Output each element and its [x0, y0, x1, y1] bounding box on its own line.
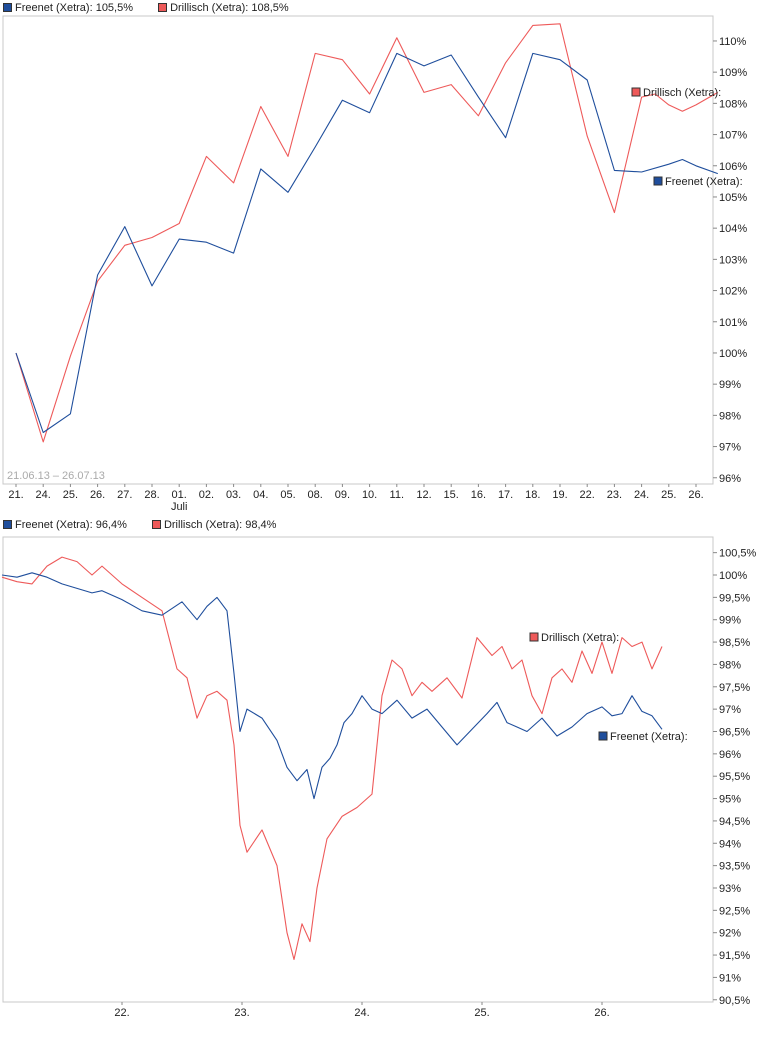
x-month-label: Juli — [171, 501, 188, 513]
legend-swatch-freenet — [3, 3, 12, 12]
plot-frame — [2, 536, 714, 1003]
y-tick-label: 91% — [719, 972, 741, 984]
x-tick-label: 17. — [498, 489, 513, 501]
legend-label-drillisch: Drillisch (Xetra): 108,5% — [170, 2, 289, 14]
y-tick-label: 95% — [719, 794, 741, 806]
x-tick-label: 24. — [634, 489, 649, 501]
y-tick-label: 92,5% — [719, 905, 750, 917]
x-tick-label: 02. — [199, 489, 214, 501]
x-tick-label: 25. — [63, 489, 78, 501]
y-tick-label: 92% — [719, 928, 741, 940]
y-tick-label: 107% — [719, 130, 747, 142]
y-tick-label: 95,5% — [719, 771, 750, 783]
legend-item-freenet: Freenet (Xetra): 96,4% — [3, 518, 127, 532]
x-tick-label: 11. — [390, 489, 404, 501]
legend-chart-1: Freenet (Xetra): 105,5% Drillisch (Xetra… — [3, 1, 311, 15]
y-tick-label: 90,5% — [719, 995, 750, 1007]
y-tick-label: 101% — [719, 317, 747, 329]
x-tick-label: 21. — [8, 489, 23, 501]
y-tick-label: 98% — [719, 659, 741, 671]
y-tick-label: 91,5% — [719, 950, 750, 962]
y-tick-label: 96% — [719, 473, 741, 485]
x-tick-label: 24. — [354, 1007, 369, 1019]
legend-label-freenet: Freenet (Xetra): 96,4% — [15, 519, 127, 531]
y-tick-label: 94,5% — [719, 816, 750, 828]
legend-swatch-drillisch — [158, 3, 168, 12]
legend-swatch-freenet — [3, 520, 12, 529]
x-tick-label: 01. — [172, 489, 187, 501]
legend-item-freenet: Freenet (Xetra): 105,5% — [3, 1, 133, 15]
y-tick-label: 109% — [719, 67, 747, 79]
y-tick-label: 96% — [719, 749, 741, 761]
date-range-label: 21.06.13 – 26.07.13 — [7, 470, 105, 482]
chart-1-plot: 96% 97% 98% 99% 100% 101% 102% 103% 104% 105% 106%… — [2, 15, 747, 513]
x-tick-label: 26. — [90, 489, 105, 501]
end-label-freenet: Freenet (Xetra): — [610, 731, 688, 743]
plot-frame — [2, 15, 714, 485]
y-tick-label: 97% — [719, 704, 741, 716]
y-tick-label: 94% — [719, 838, 741, 850]
x-tick-label: 15. — [444, 489, 459, 501]
legend-label-freenet: Freenet (Xetra): 105,5% — [15, 2, 134, 14]
x-tick-label: 25. — [661, 489, 676, 501]
y-tick-label: 100% — [719, 348, 747, 360]
y-tick-label: 105% — [719, 192, 747, 204]
x-tick-label: 28. — [144, 489, 159, 501]
y-tick-label: 102% — [719, 286, 747, 298]
y-tick-label: 100% — [719, 570, 747, 582]
y-tick-label: 97,5% — [719, 682, 750, 694]
x-tick-label: 10. — [362, 489, 377, 501]
y-tick-label: 104% — [719, 223, 747, 235]
end-label-swatch-drillisch — [631, 87, 641, 97]
y-tick-label: 98% — [719, 410, 741, 422]
series-line-freenet — [15, 52, 718, 434]
legend-chart-2: Freenet (Xetra): 96,4% Drillisch (Xetra)… — [3, 518, 298, 532]
y-tick-label: 99,5% — [719, 592, 750, 604]
x-tick-label: 22. — [580, 489, 595, 501]
series-line-drillisch — [15, 23, 719, 443]
y-tick-label: 96,5% — [719, 726, 750, 738]
x-tick-label: 09. — [335, 489, 350, 501]
x-tick-label: 12. — [416, 489, 431, 501]
x-tick-label: 23. — [607, 489, 622, 501]
legend-item-drillisch: Drillisch (Xetra): 108,5% — [158, 1, 289, 15]
end-label-swatch-freenet — [653, 176, 663, 186]
y-tick-label: 106% — [719, 161, 747, 173]
x-tick-label: 25. — [474, 1007, 489, 1019]
series-line-freenet — [1, 572, 663, 800]
y-tick-label: 93,5% — [719, 861, 750, 873]
y-tick-label: 99% — [719, 379, 741, 391]
x-tick-label: 22. — [114, 1007, 129, 1019]
x-tick-label: 03. — [226, 489, 241, 501]
end-label-freenet: Freenet (Xetra): — [665, 176, 743, 188]
legend-swatch-drillisch — [151, 520, 161, 529]
y-tick-label: 98,5% — [719, 637, 750, 649]
end-label-swatch-drillisch — [529, 632, 539, 642]
y-tick-label: 99% — [719, 615, 741, 627]
y-tick-label: 103% — [719, 254, 747, 266]
end-label-drillisch: Drillisch (Xetra): — [643, 87, 721, 99]
x-tick-label: 24. — [36, 489, 51, 501]
x-tick-label: 26. — [688, 489, 703, 501]
chart-2-plot: 90,5% 91% 91,5% 92% 92,5% 93% 93,5% 94% 94,5% 95%… — [1, 536, 757, 1019]
y-tick-label: 108% — [719, 98, 747, 110]
x-tick-label: 23. — [234, 1007, 249, 1019]
x-tick-label: 05. — [280, 489, 295, 501]
legend-label-drillisch: Drillisch (Xetra): 98,4% — [163, 519, 277, 531]
x-tick-label: 04. — [253, 489, 268, 501]
x-tick-label: 26. — [594, 1007, 609, 1019]
x-tick-label: 08. — [308, 489, 323, 501]
legend-item-drillisch: Drillisch (Xetra): 98,4% — [151, 518, 277, 532]
x-tick-label: 19. — [552, 489, 567, 501]
end-label-drillisch: Drillisch (Xetra): — [541, 632, 619, 644]
x-tick-label: 16. — [471, 489, 486, 501]
x-tick-label: 18. — [525, 489, 540, 501]
series-line-drillisch — [1, 556, 663, 961]
x-tick-label: 27. — [117, 489, 132, 501]
y-tick-label: 100,5% — [719, 548, 757, 560]
y-tick-label: 110% — [719, 36, 747, 48]
y-tick-label: 97% — [719, 442, 741, 454]
y-tick-label: 93% — [719, 883, 741, 895]
end-label-swatch-freenet — [598, 731, 608, 741]
